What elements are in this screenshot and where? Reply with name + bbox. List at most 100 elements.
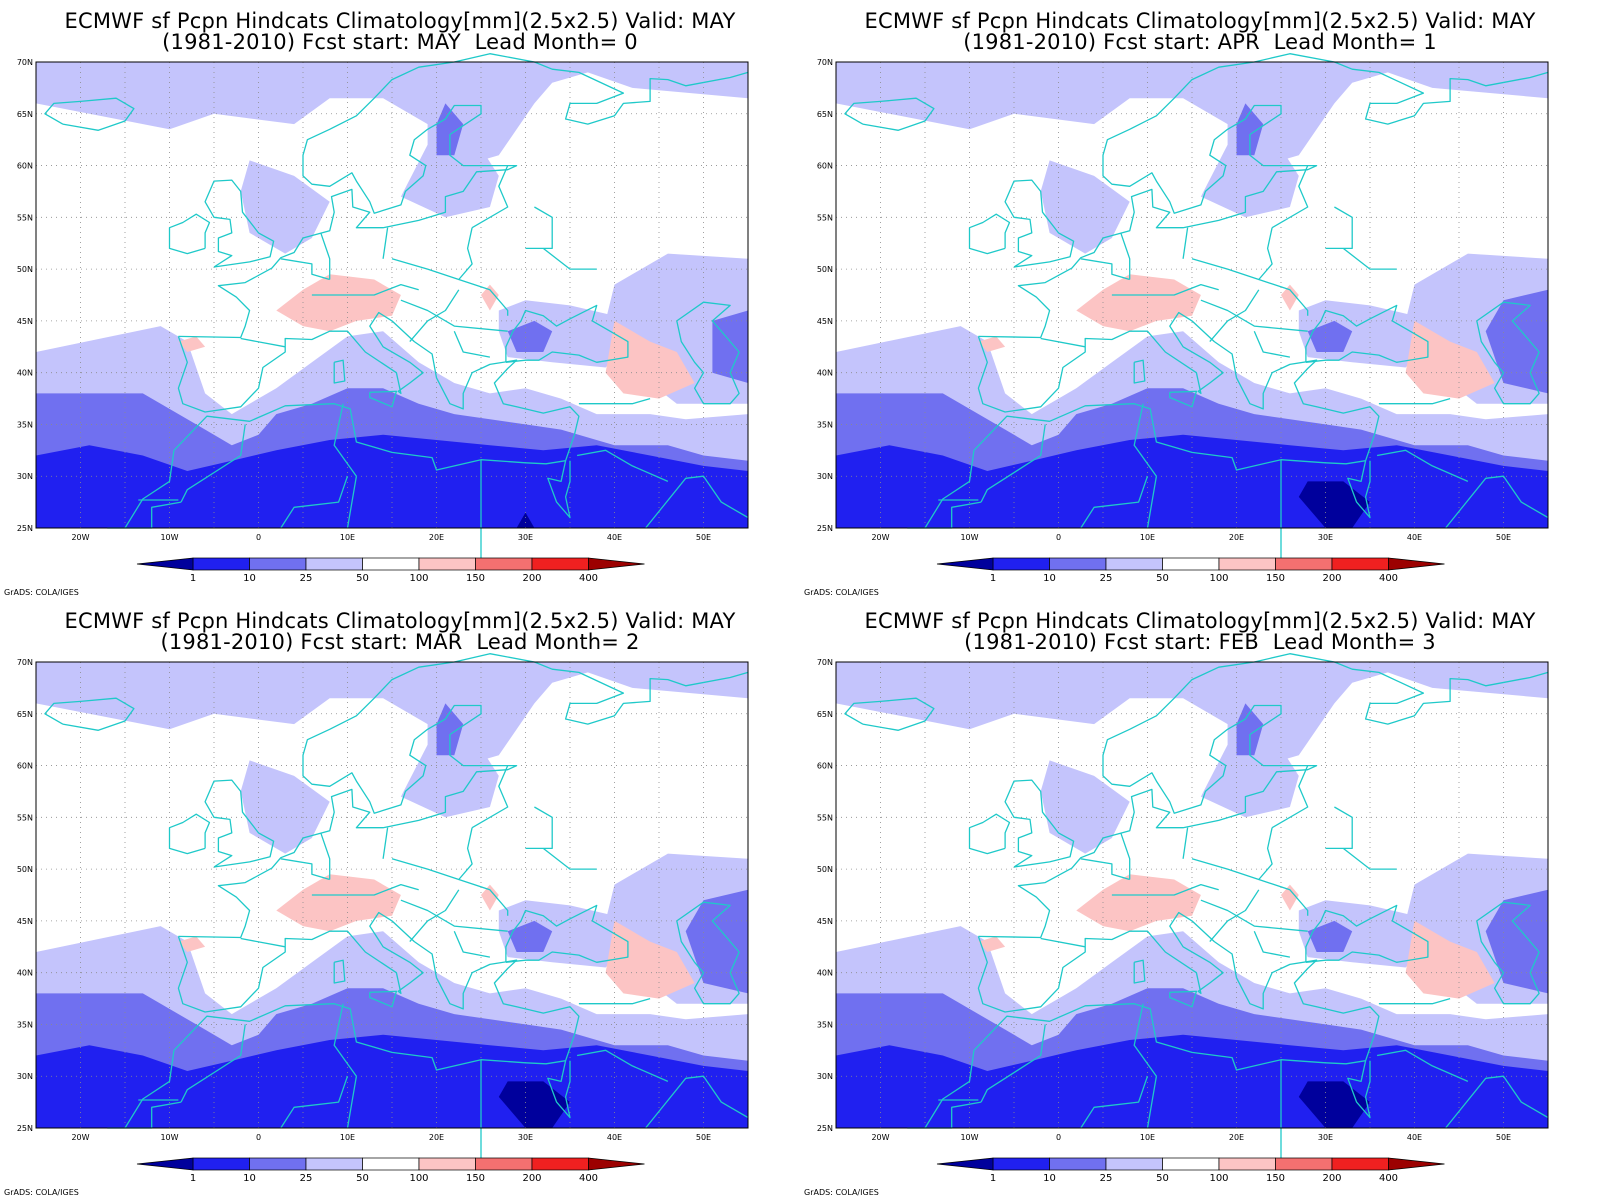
coastline <box>178 653 749 939</box>
coastline <box>204 179 275 268</box>
coastline <box>1169 390 1198 408</box>
colorbar-label: 10 <box>1043 1173 1056 1184</box>
precip-region-baltic <box>1200 98 1299 218</box>
precip-region-iberia-nw <box>978 936 1006 952</box>
country-border <box>280 1075 349 1129</box>
country-border <box>1182 827 1189 859</box>
country-border <box>1325 206 1353 250</box>
colorbar-box <box>305 557 363 571</box>
lat-tick-label: 55N <box>17 213 33 222</box>
coastline <box>124 311 580 529</box>
country-border <box>382 827 389 859</box>
lat-tick-label: 25N <box>817 1124 833 1133</box>
coastline <box>676 901 740 1005</box>
coastline <box>978 653 1549 939</box>
country-border <box>333 1003 358 1129</box>
colorbar-box <box>1162 1157 1220 1171</box>
lat-tick-label: 70N <box>17 58 33 67</box>
colorbar-arrow-low <box>936 557 994 571</box>
country-border <box>1209 289 1260 343</box>
colorbar-arrow-high <box>588 1157 645 1171</box>
lon-tick-label: 20W <box>871 533 889 542</box>
country-border <box>180 1024 246 1103</box>
precip-region-alps <box>1076 874 1201 932</box>
colorbar-box <box>531 1157 589 1171</box>
lat-tick-label: 40N <box>817 369 833 378</box>
lat-tick-label: 35N <box>17 420 33 429</box>
lat-tick-label: 60N <box>817 762 833 771</box>
country-border <box>453 330 491 358</box>
map-plot-area <box>35 53 749 560</box>
lat-tick-label: 70N <box>17 658 33 667</box>
country-border <box>1080 475 1149 529</box>
map-frame <box>835 661 1549 1129</box>
country-border <box>471 765 509 829</box>
precip-region-baltic-core <box>1236 703 1264 756</box>
colorbar-arrow-low <box>136 1157 194 1171</box>
lat-tick-label: 50N <box>817 865 833 874</box>
coastline <box>1445 475 1549 529</box>
country-border <box>1040 937 1086 948</box>
coastline <box>168 813 211 855</box>
country-border <box>1133 403 1158 529</box>
colorbar-label: 1 <box>990 1173 996 1184</box>
country-border <box>280 858 330 881</box>
lat-tick-label: 45N <box>817 317 833 326</box>
lon-tick-label: 10W <box>960 533 978 542</box>
colorbar-label: 200 <box>522 573 541 584</box>
colorbar-arrow-high <box>1388 1157 1445 1171</box>
country-border <box>1253 330 1291 358</box>
lon-tick-label: 10E <box>1140 1133 1155 1142</box>
lon-tick-label: 20W <box>71 1133 89 1142</box>
lat-tick-label: 30N <box>17 472 33 481</box>
colorbar-label: 400 <box>579 1173 598 1184</box>
coastline <box>547 1060 571 1119</box>
colorbar-label: 150 <box>466 1173 485 1184</box>
precip-region-carpathians <box>481 884 499 911</box>
coastline <box>505 304 629 363</box>
colorbar-label: 200 <box>1322 573 1341 584</box>
precip-band-below-1 <box>516 512 535 528</box>
precip-region-caucasus <box>605 320 695 399</box>
panel-title: ECMWF sf Pcpn Hindcats Climatology[mm](2… <box>64 9 736 33</box>
colorbar: 1 10 25 50 100 150 200 400 <box>936 557 1445 584</box>
lon-tick-label: 30E <box>1318 533 1333 542</box>
coastline <box>844 97 935 131</box>
coastline <box>645 475 749 529</box>
panel-title: ECMWF sf Pcpn Hindcats Climatology[mm](2… <box>864 9 1536 33</box>
lon-tick-label: 50E <box>696 533 711 542</box>
coastline <box>369 990 398 1008</box>
colorbar-box <box>249 557 307 571</box>
lat-tick-label: 50N <box>817 265 833 274</box>
coastline <box>1133 959 1146 984</box>
map-frame <box>35 61 749 529</box>
lon-tick-label: 50E <box>1496 533 1511 542</box>
lon-tick-label: 0 <box>1056 533 1061 542</box>
precip-band-below-1 <box>1298 1081 1370 1128</box>
country-border <box>1133 1003 1158 1129</box>
precip-region-baltic-core <box>436 103 464 156</box>
precip-region-carpathians <box>1281 884 1299 911</box>
country-border <box>1376 449 1469 482</box>
country-border <box>458 878 509 916</box>
colorbar-label: 50 <box>1156 1173 1169 1184</box>
precip-region-baltic <box>400 698 499 818</box>
colorbar-box <box>1049 1157 1107 1171</box>
map-plot-area <box>835 53 1549 560</box>
panel-lead-1: ECMWF sf Pcpn Hindcats Climatology[mm](2… <box>800 0 1600 600</box>
lon-tick-label: 10W <box>160 1133 178 1142</box>
coastline <box>547 460 571 519</box>
coastline <box>1476 901 1540 1005</box>
lat-tick-label: 60N <box>17 162 33 171</box>
lon-tick-label: 20E <box>1229 1133 1244 1142</box>
colorbar-box <box>531 557 589 571</box>
lon-tick-label: 0 <box>1056 1133 1061 1142</box>
lon-tick-label: 10E <box>340 1133 355 1142</box>
precip-map: 20W 10W 0 10E 20E 30E 40E 50E 70N 65N 60N 55N 50N 45N… <box>817 653 1549 1184</box>
lon-tick-label: 20E <box>429 533 444 542</box>
country-border <box>311 883 419 896</box>
precip-region-alps <box>1076 274 1201 332</box>
coastline <box>178 53 749 339</box>
precip-map: 20W 10W 0 10E 20E 30E 40E 50E 70N 65N 60N 55N 50N 45N… <box>17 53 749 584</box>
country-border <box>1209 889 1260 943</box>
